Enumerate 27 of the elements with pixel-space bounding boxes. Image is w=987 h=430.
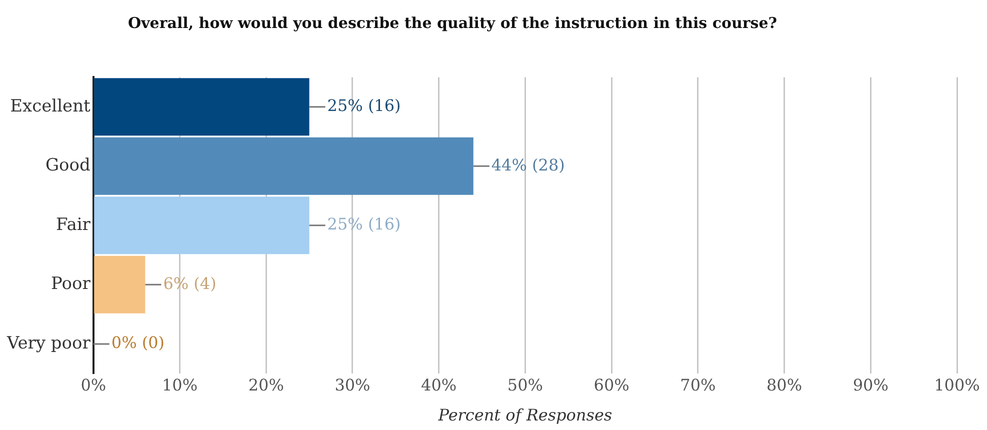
bar [94,256,146,314]
data-label: 0% (0) [111,333,165,352]
data-label: 25% (16) [327,96,401,115]
x-tick-label: 40% [421,375,457,394]
bar [94,196,310,254]
x-tick-label: 60% [594,375,630,394]
data-label: 44% (28) [491,155,565,174]
y-tick-label: Poor [51,274,92,294]
x-tick-label: 80% [766,375,802,394]
x-tick-label: 50% [507,375,543,394]
x-tick-label: 20% [248,375,284,394]
data-label: 6% (4) [163,274,216,293]
data-label: 25% (16) [327,214,401,234]
x-tick-label: 0% [80,375,106,394]
bar [94,78,310,136]
chart-title: Overall, how would you describe the quality of the instruction in this course? [128,13,778,34]
x-tick-label: 70% [680,375,716,394]
x-tick-label: 100% [934,375,980,394]
x-tick-label: 90% [852,375,888,394]
y-tick-label: Excellent [10,96,91,116]
y-tick-label: Good [45,156,90,176]
bar [94,137,474,195]
x-axis-title: Percent of Responses [437,406,612,425]
y-tick-label: Fair [56,214,92,235]
x-tick-label: 30% [334,375,370,394]
y-tick-label: Very poor [6,333,92,354]
x-tick-label: 10% [162,375,198,394]
